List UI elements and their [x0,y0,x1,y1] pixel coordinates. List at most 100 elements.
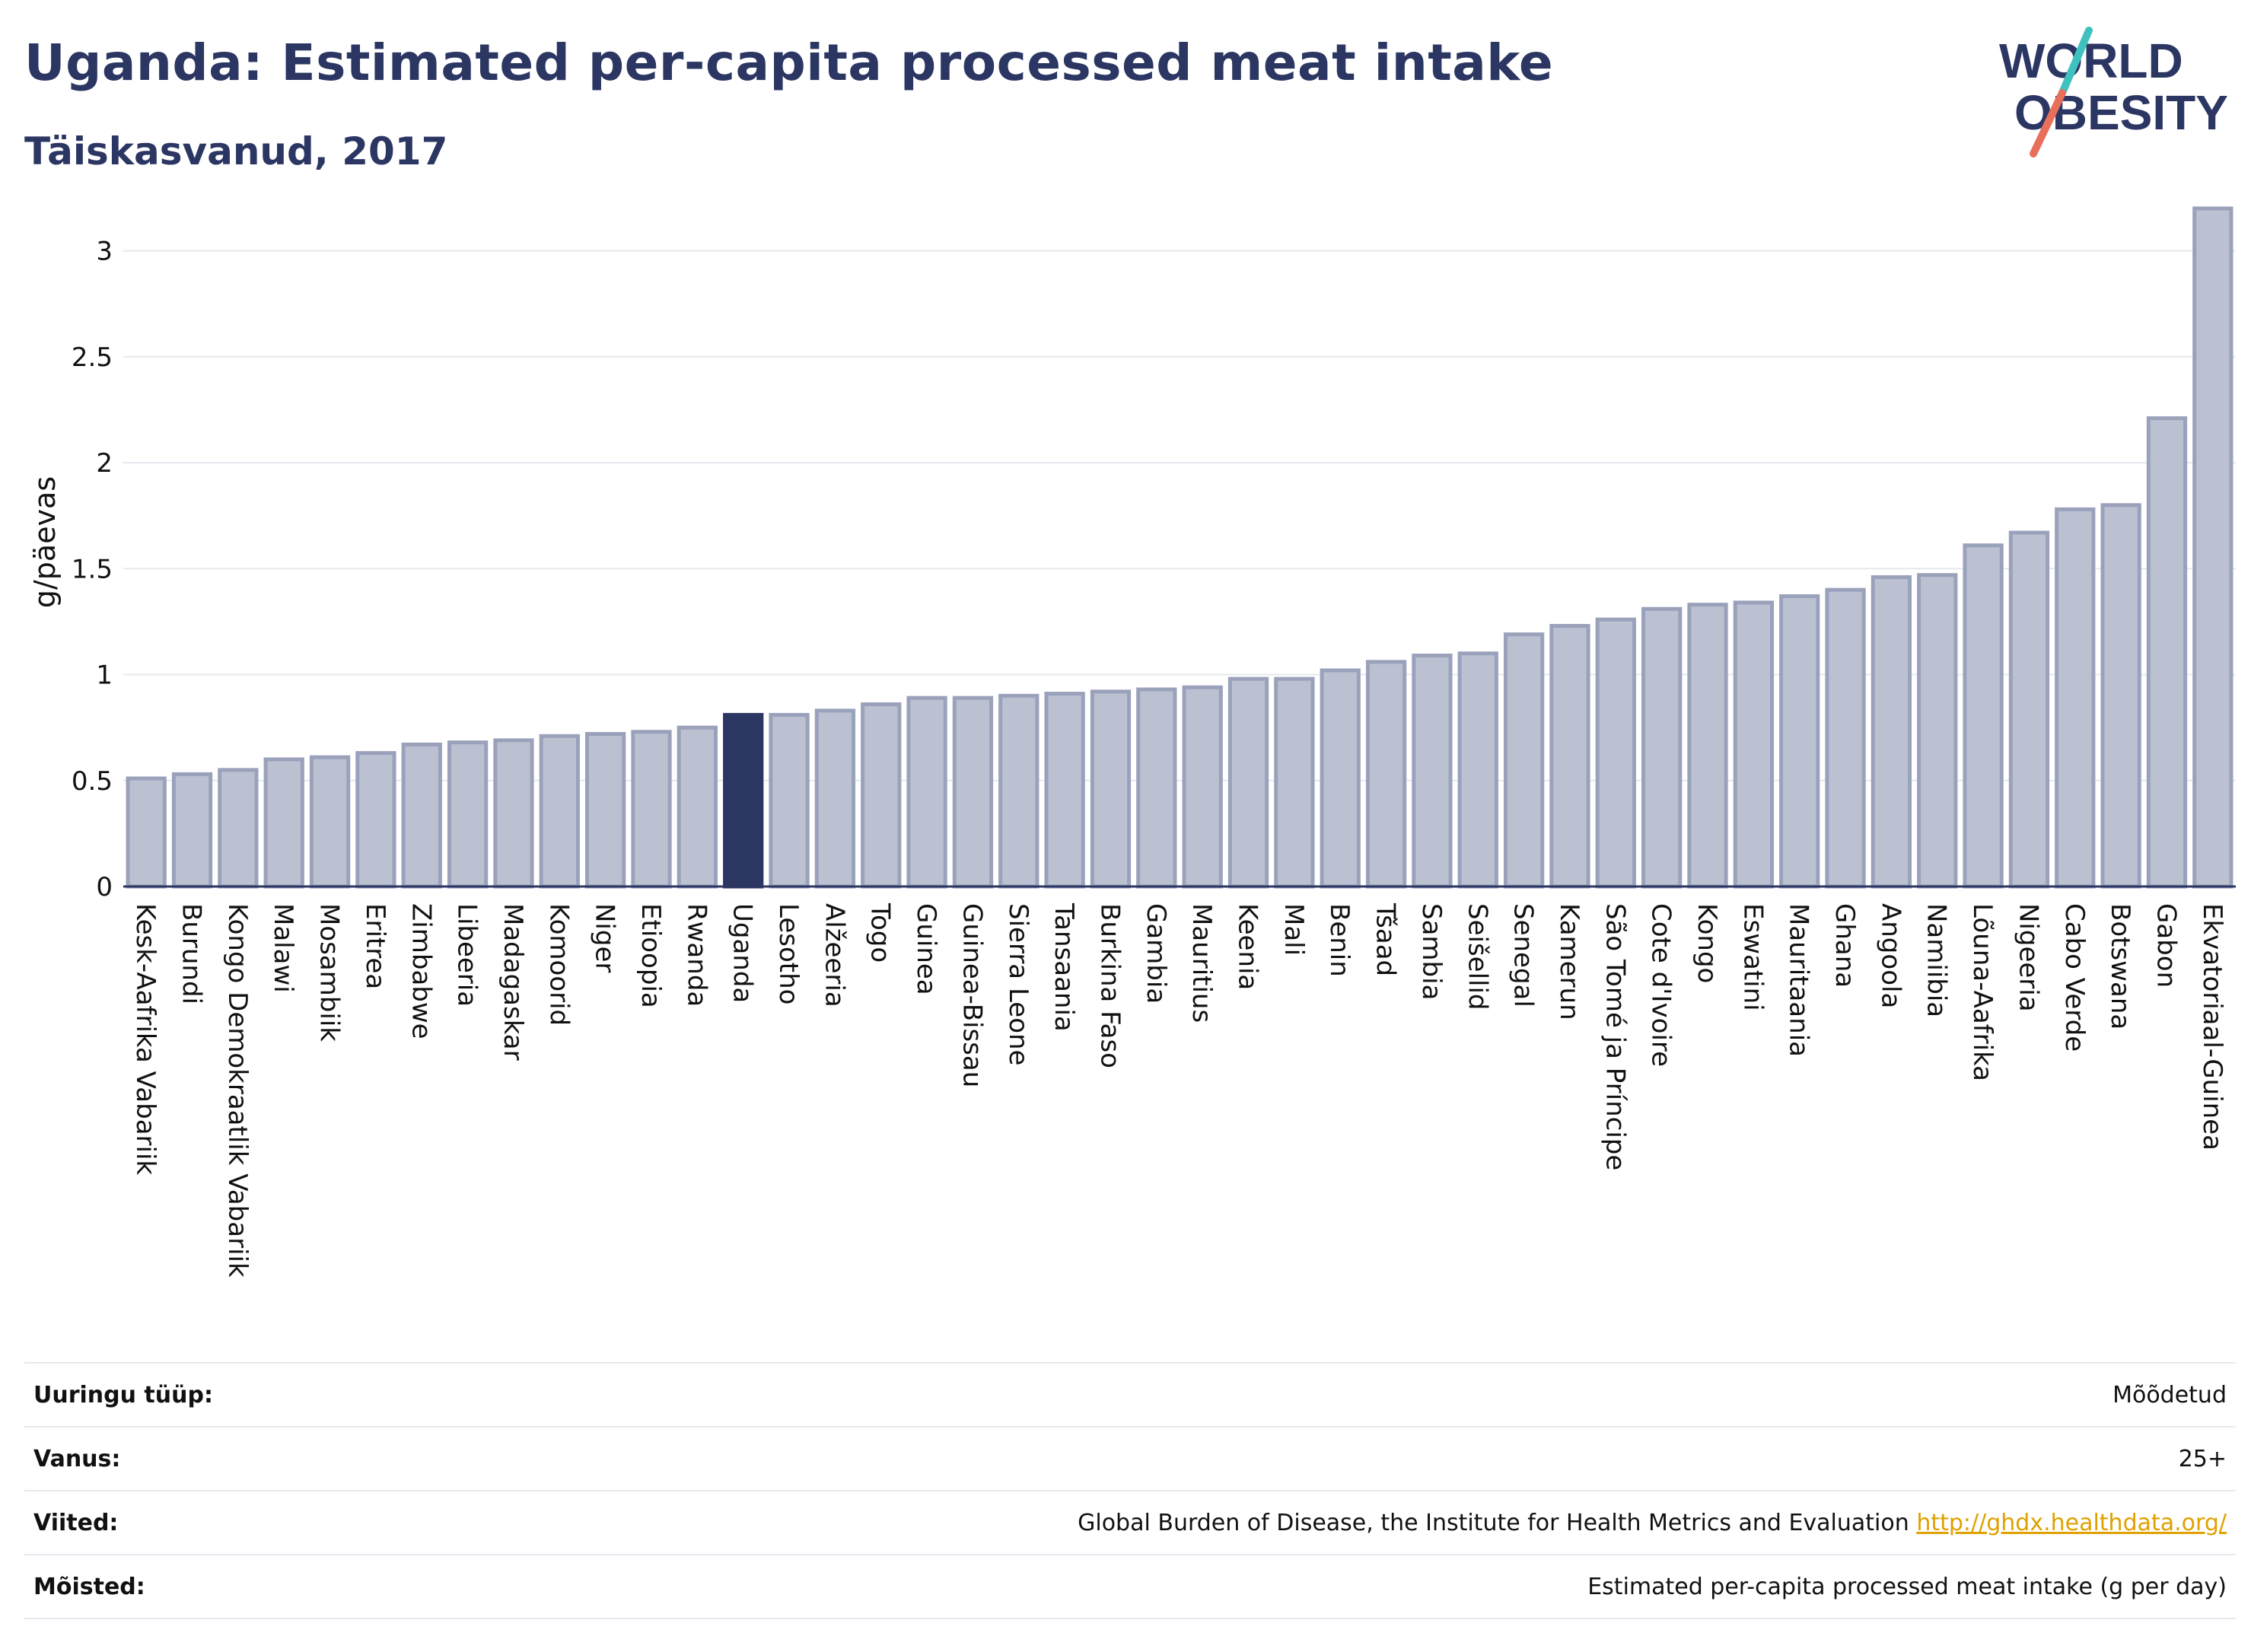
x-tick-label: Komoorid [543,903,574,1026]
x-tick-label: Lõuna-Aafrika [1967,903,1998,1081]
x-tick-label: Keenia [1233,903,1263,990]
bar [2146,416,2188,889]
y-tick-label: 1.5 [72,554,113,584]
bar-chart: 0 0.5 1 1.5 2 2.5 3 g/päevas Kesk-Aafrika Vabari… [28,206,2236,1278]
bar [1044,692,1085,889]
bar [1779,594,1820,889]
bar [1825,587,1866,889]
y-tick-label: 2.5 [72,342,113,373]
bar [906,695,947,889]
logo-slash-coral [2030,89,2066,158]
x-tick-label: Gambia [1141,903,1171,1004]
bar [1365,660,1407,889]
info-row-survey-type: Uuringu tüüp: Mõõdetud [24,1362,2236,1426]
x-tick-label: Burundi [177,903,207,1004]
bar [585,732,626,889]
x-tick-label: Libeeria [452,903,482,1007]
bar [1733,600,1774,889]
y-tick-label: 0 [96,872,113,902]
x-tick-label: São Tomé ja Príncipe [1600,903,1630,1170]
x-tick-label: Eswatini [1737,903,1768,1011]
x-tick-label: Kesk-Aafrika Vabariik [130,903,161,1175]
bar [1595,617,1636,889]
bar [2192,206,2233,889]
info-label: Viited: [33,1509,119,1536]
x-tick-label: Ghana [1829,903,1860,988]
bar [1182,685,1223,889]
bar [2008,530,2050,889]
bar [814,708,856,889]
x-tick-label: Gabon [2151,903,2181,988]
bar [2055,507,2096,889]
bar [998,693,1040,889]
info-value: Mõõdetud [2113,1381,2227,1408]
y-tick-label: 3 [96,237,113,267]
x-tick-label: Uganda [728,903,758,1003]
info-label: Mõisted: [33,1573,145,1600]
y-tick-label: 0.5 [72,766,113,797]
x-tick-label: Zimbabwe [406,903,436,1039]
bar [769,712,810,889]
bar [1549,623,1590,889]
x-tick-label: Cote d'Ivoire [1646,903,1676,1067]
bar [1136,687,1177,889]
x-tick-label: Guinea [911,903,941,995]
x-tick-label: Tšaad [1371,902,1401,976]
x-tick-label: Mali [1278,903,1309,956]
y-tick-label: 1 [96,660,113,691]
reference-link[interactable]: http://ghdx.healthdata.org/ [1916,1509,2227,1536]
x-tick-label: Malawi [268,903,298,993]
x-tick-label: Mosambiik [314,903,345,1042]
bar [1090,689,1132,889]
bar [952,695,994,889]
bar [677,725,718,889]
x-tick-label: Nigeeria [2013,903,2043,1012]
info-row-references: Viited: Global Burden of Disease, the In… [24,1490,2236,1554]
bar [309,755,351,889]
bar [1412,653,1453,889]
x-tick-label: Kongo Demokraatlik Vabariik [222,903,253,1278]
bar [1687,603,1728,889]
info-value: 25+ [2178,1445,2227,1472]
chart-subtitle: Täiskasvanud, 2017 [24,129,448,173]
info-value: Global Burden of Disease, the Institute … [1078,1510,2236,1536]
bar [2100,503,2141,889]
x-tick-label: Angoola [1875,903,1906,1008]
bar [861,702,902,889]
y-tick-label: 2 [96,448,113,479]
x-tick-label: Botswana [2105,903,2135,1030]
x-tick-label: Ekvatoriaal-Guinea [2197,903,2227,1151]
info-table: Uuringu tüüp: Mõõdetud Vanus: 25+ Viited… [24,1362,2236,1619]
bar [1963,543,2004,889]
x-tick-label: Sambia [1416,903,1447,1000]
x-tick-label: Namiibia [1921,903,1952,1017]
x-tick-label: Seišellid [1462,903,1492,1011]
x-tick-label: Alžeeria [819,903,849,1007]
x-tick-label: Niger [590,903,620,972]
bar [1274,676,1315,889]
bar [493,738,534,889]
info-label: Vanus: [33,1445,121,1472]
x-tick-label: Sierra Leone [1003,903,1033,1065]
bar [1457,651,1498,889]
bar [263,757,304,889]
x-tick-label: Mauritaania [1784,903,1814,1057]
info-row-definitions: Mõisted: Estimated per-capita processed … [24,1554,2236,1619]
x-tick-label: Kamerun [1554,903,1584,1020]
x-tick-label: Eritrea [360,903,390,989]
bar [401,742,442,889]
bar [539,734,580,889]
world-obesity-logo: WORLD OBESITY [1999,27,2228,158]
x-tick-label: Tansaania [1049,902,1079,1032]
x-tick-label: Mauritius [1186,903,1217,1023]
bar [126,776,167,889]
x-tick-label: Cabo Verde [2059,903,2090,1052]
bar [218,768,259,889]
x-tick-label: Etioopia [635,903,666,1008]
x-tick-label: Madagaskar [498,903,528,1061]
bar [1320,668,1361,889]
x-tick-label: Lesotho [773,903,804,1004]
bar [1871,575,1912,889]
x-tick-label: Togo [865,902,896,963]
chart-title: Uganda: Estimated per-capita processed m… [24,33,1554,92]
